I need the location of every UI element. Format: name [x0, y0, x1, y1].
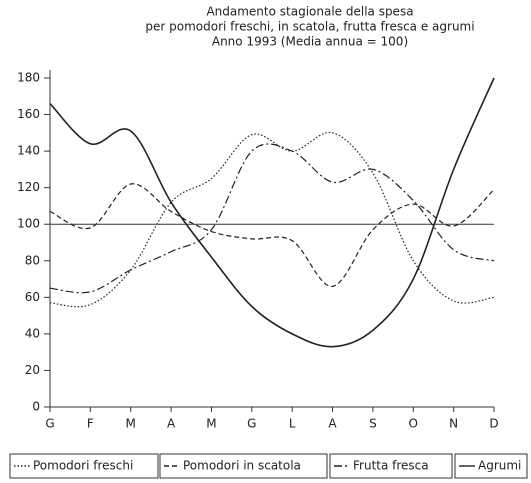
- y-tick-label: 0: [32, 400, 40, 414]
- x-tick-label: N: [449, 417, 458, 431]
- x-tick-label: D: [489, 417, 498, 431]
- x-tick-label: O: [409, 417, 418, 431]
- x-tick-label: G: [247, 417, 256, 431]
- chart-title: Anno 1993 (Media annua = 100): [212, 35, 408, 49]
- x-tick-label: G: [45, 417, 54, 431]
- x-tick-label: S: [369, 417, 377, 431]
- y-tick-label: 140: [17, 144, 40, 158]
- chart-title: per pomodori freschi, in scatola, frutta…: [145, 20, 474, 34]
- y-tick-label: 120: [17, 180, 40, 194]
- legend-label: Pomodori freschi: [33, 459, 133, 473]
- legend-box: [454, 453, 528, 479]
- y-tick-label: 160: [17, 107, 40, 121]
- series-line: [49, 143, 495, 294]
- y-tick-label: 40: [25, 326, 40, 340]
- y-tick-label: 180: [17, 71, 40, 85]
- legend-label: Pomodori in scatola: [183, 459, 301, 473]
- x-tick-label: L: [289, 417, 296, 431]
- legend-label: Frutta fresca: [353, 459, 429, 473]
- y-tick-label: 60: [25, 290, 40, 304]
- y-tick-label: 100: [17, 217, 40, 231]
- y-tick-label: 80: [25, 253, 40, 267]
- x-tick-label: M: [126, 417, 136, 431]
- series-line: [49, 131, 495, 308]
- chart-title: Andamento stagionale della spesa: [206, 5, 413, 19]
- legend-box: [329, 453, 453, 479]
- series-line: [49, 183, 495, 287]
- legend-box: [9, 453, 159, 479]
- series-line: [49, 77, 495, 348]
- x-tick-label: F: [87, 417, 94, 431]
- x-tick-label: A: [328, 417, 337, 431]
- legend-box: [159, 453, 328, 479]
- y-tick-label: 20: [25, 363, 40, 377]
- legend-label: Agrumi: [478, 459, 521, 473]
- x-tick-label: A: [167, 417, 176, 431]
- x-tick-label: M: [206, 417, 216, 431]
